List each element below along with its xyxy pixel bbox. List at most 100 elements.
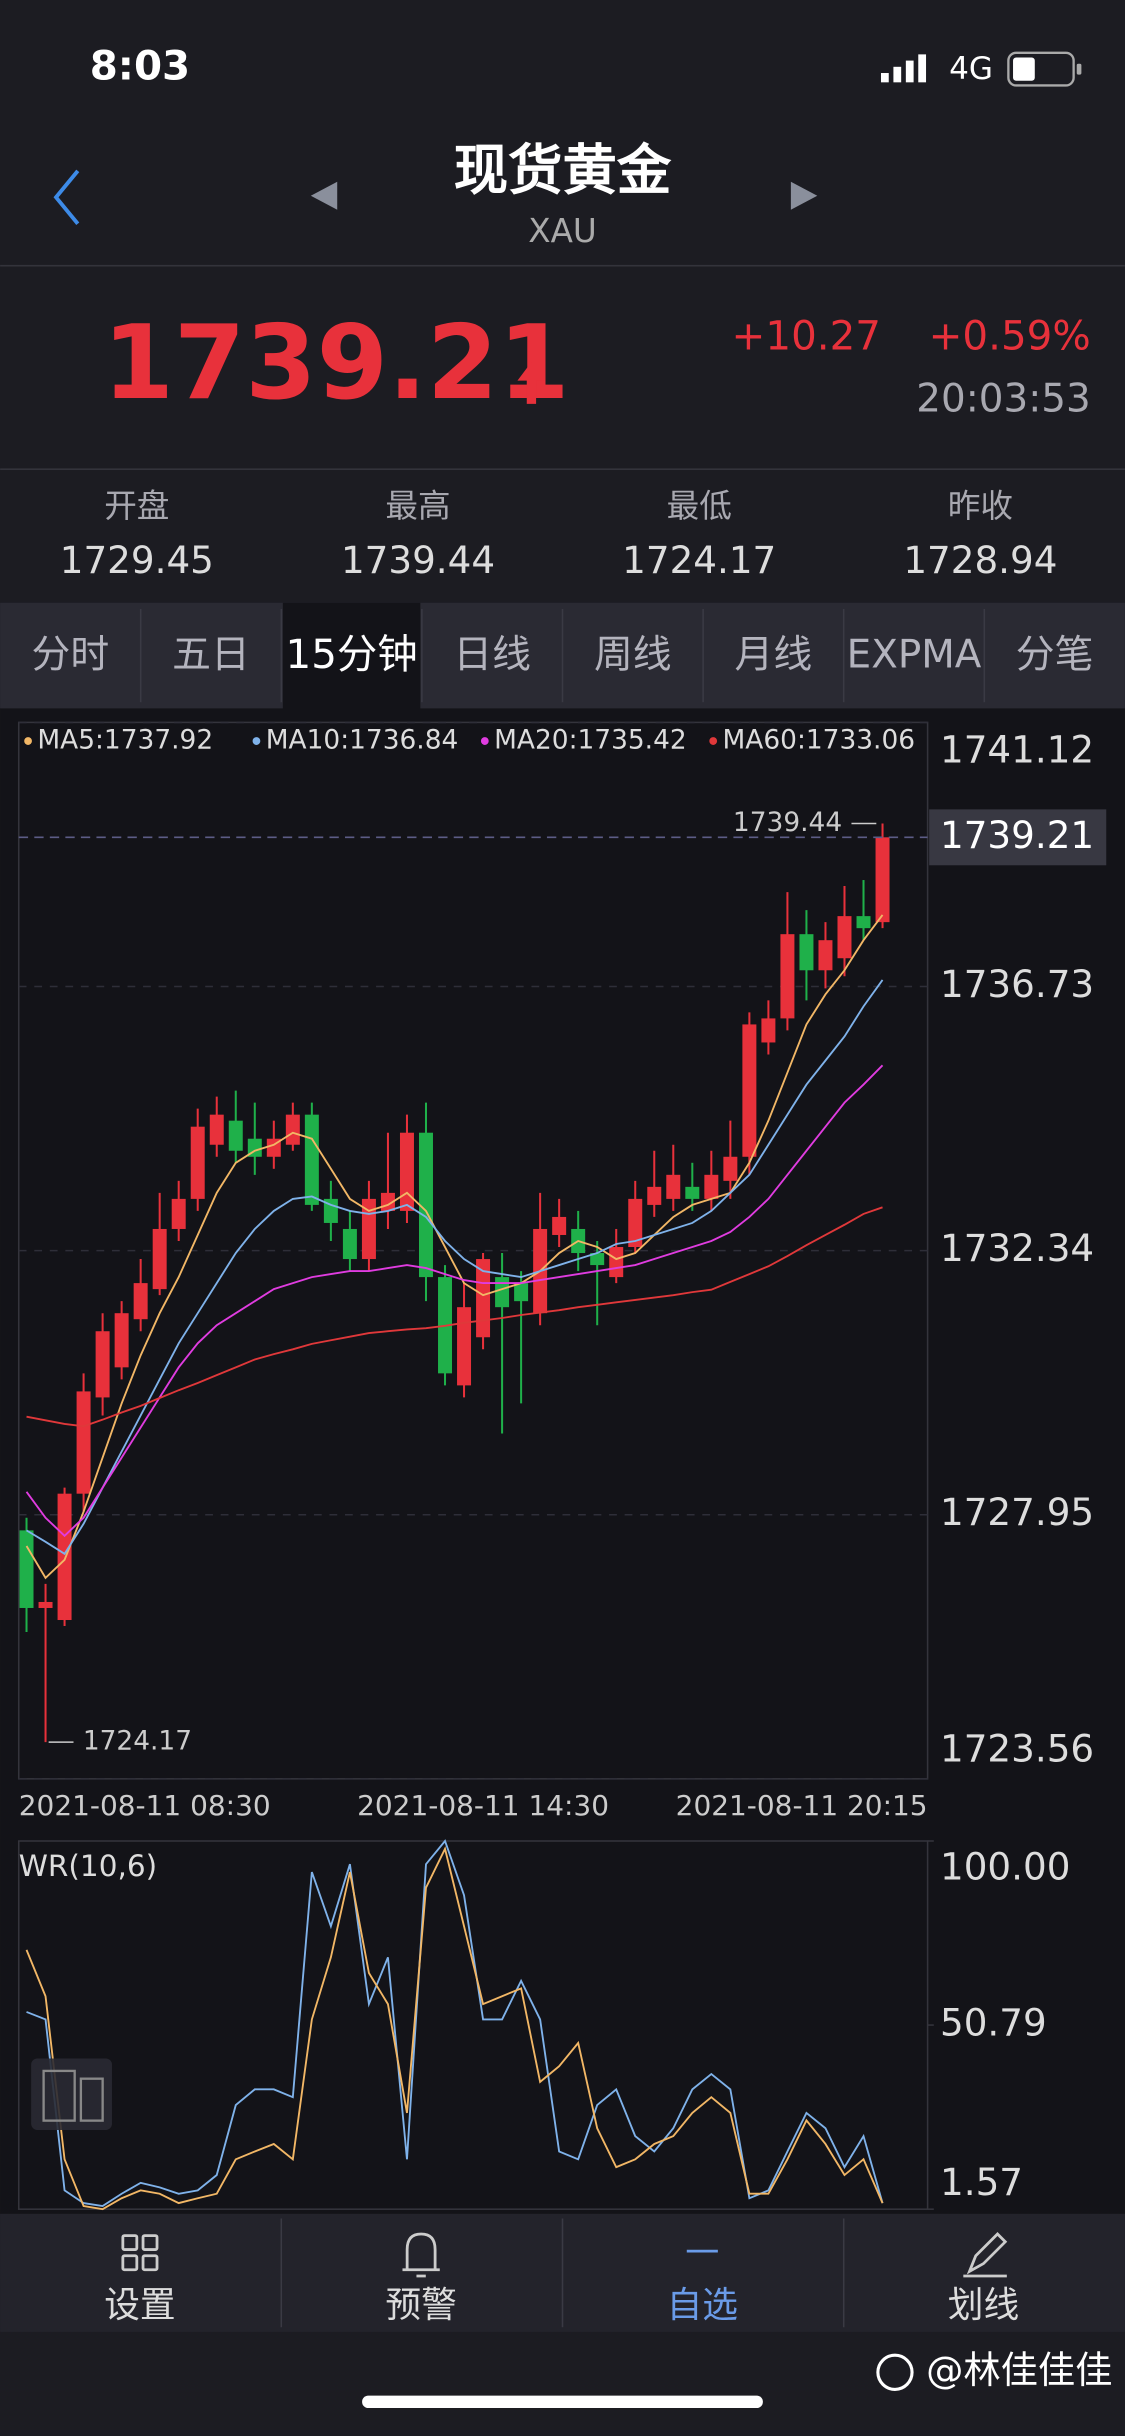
candle-body: [171, 1198, 186, 1229]
stat-label: 昨收: [948, 487, 1013, 525]
stat-value: 1724.17: [622, 538, 776, 582]
x-tick-label: 2021-08-11 08:30: [19, 1789, 271, 1822]
footer-tab[interactable]: 划线: [948, 2285, 1019, 2326]
candle-body: [685, 1186, 700, 1199]
indicator-line: [26, 1839, 884, 2208]
stat-label: 最高: [385, 487, 450, 525]
tab[interactable]: 15分钟: [286, 631, 418, 678]
legend-label: MA10:1736.84: [266, 725, 459, 756]
legend-swatch: [252, 737, 261, 745]
candle-body: [95, 1331, 110, 1398]
candle-body: [190, 1126, 205, 1199]
next-button[interactable]: [790, 181, 818, 210]
prev-button[interactable]: [310, 181, 338, 210]
watermark: @林佳佳佳: [926, 2348, 1112, 2392]
tab[interactable]: 月线: [735, 633, 813, 678]
candle-body: [419, 1132, 433, 1278]
candle-body: [761, 1018, 776, 1043]
battery-icon: [1007, 51, 1082, 87]
stat-label: 最低: [667, 487, 732, 525]
candle-body: [304, 1114, 319, 1205]
stat-value: 1728.94: [903, 538, 1057, 582]
y-tick-label: 1741.12: [940, 727, 1094, 771]
candle-body: [57, 1493, 72, 1621]
x-tick-label: 2021-08-11 14:30: [357, 1789, 609, 1822]
tabs: 分时 五日 15分钟 日线 周线 月线 EXPMA 分笔: [32, 602, 1094, 709]
ma-line: [26, 979, 884, 1556]
last-price-label: 1739.21: [940, 813, 1094, 857]
title: 现货黄金: [454, 139, 672, 202]
low-label: 1724.17: [83, 1726, 192, 1757]
tab[interactable]: 日线: [453, 633, 531, 678]
last-price-tag: [929, 809, 1107, 866]
footer-icons: [121, 2232, 1008, 2278]
candle-body: [323, 1198, 338, 1223]
candle-body: [495, 1277, 510, 1308]
tab[interactable]: 周线: [594, 633, 672, 678]
footer-tab[interactable]: 设置: [104, 2285, 175, 2326]
back-button[interactable]: [53, 169, 80, 225]
stats: 开盘 1729.45 最高 1739.44 最低 1724.17 昨收 1728.94: [60, 487, 1058, 582]
signal-icon: [880, 54, 927, 83]
candle-body: [285, 1114, 300, 1145]
stat-value: 1739.44: [341, 538, 495, 582]
status-time: 8:03: [90, 42, 190, 89]
x-tick-label: 2021-08-11 20:15: [676, 1789, 928, 1822]
footer-tabs: 设置 预警 自选 划线: [104, 2285, 1019, 2326]
ma-line: [25, 914, 884, 1580]
network-label: 4G: [949, 51, 993, 87]
stat-label: 开盘: [104, 487, 169, 525]
tab[interactable]: 五日: [172, 633, 250, 678]
up-arrow: [517, 361, 546, 404]
candle-body: [609, 1247, 624, 1278]
legend-label: MA60:1733.06: [723, 725, 916, 756]
candle-body: [647, 1186, 662, 1205]
ma-line: [26, 1206, 883, 1428]
candle-body: [228, 1120, 243, 1151]
tab[interactable]: 分笔: [1016, 633, 1094, 678]
candle-body: [818, 940, 833, 971]
stat-value: 1729.45: [60, 538, 214, 582]
high-label: 1739.44: [733, 807, 842, 838]
home-indicator: [362, 2395, 763, 2409]
candle-body: [457, 1307, 472, 1386]
footer-tab[interactable]: 自选: [667, 2285, 738, 2326]
y-tick-label: 100.00: [940, 1844, 1070, 1888]
candle-body: [742, 1024, 757, 1157]
candle-body: [209, 1114, 224, 1145]
candle-body: [780, 934, 795, 1019]
chart-area: 1741.12 1736.73 1732.34 1727.95 1723.56 MA5:1…: [17, 721, 1107, 2211]
legend-swatch: [480, 737, 489, 745]
ma-line: [25, 1064, 884, 1538]
candle-body: [837, 916, 852, 959]
tab[interactable]: 分时: [32, 633, 110, 678]
candle-body: [552, 1216, 567, 1235]
active-tab-bg: [282, 602, 421, 709]
candle-body: [19, 1530, 34, 1608]
candle-body: [133, 1283, 148, 1320]
change: +10.27: [732, 313, 881, 360]
layout-toggle-icon[interactable]: [31, 2058, 112, 2130]
candle-body: [152, 1228, 167, 1290]
candle-body: [114, 1313, 129, 1368]
candle-body: [76, 1391, 91, 1494]
legend-swatch: [709, 737, 718, 745]
legend-label: MA20:1735.42: [494, 725, 687, 756]
candle-body: [399, 1132, 414, 1211]
candle-body: [723, 1156, 738, 1181]
candle-body: [666, 1174, 681, 1199]
watermark-logo: [876, 2353, 914, 2391]
y-tick-label: 1727.95: [940, 1490, 1094, 1534]
candle-body: [342, 1228, 357, 1260]
candle-body: [476, 1259, 491, 1338]
y-tick-label: 1723.56: [940, 1726, 1094, 1770]
legend-swatch: [24, 737, 32, 745]
candle-body: [38, 1601, 53, 1608]
footer-separators: [280, 2218, 845, 2328]
tab[interactable]: EXPMA: [847, 633, 982, 678]
y-tick-label: 1732.34: [940, 1226, 1094, 1270]
candle-body: [799, 934, 814, 971]
footer-tab[interactable]: 预警: [385, 2285, 456, 2326]
